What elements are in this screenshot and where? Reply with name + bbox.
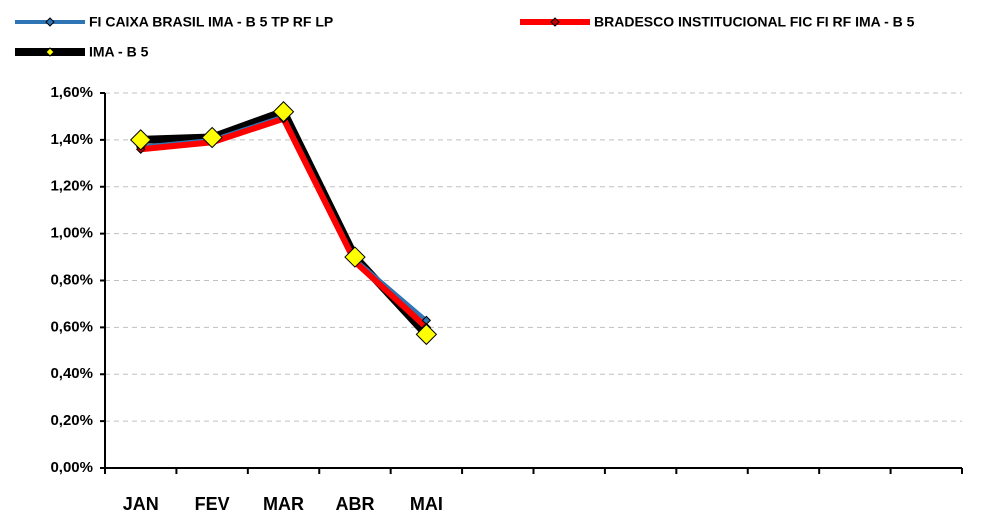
x-tick-label: JAN <box>123 494 159 514</box>
y-tick-label: 0,80% <box>50 271 93 288</box>
legend-label: FI CAIXA BRASIL IMA - B 5 TP RF LP <box>89 14 333 30</box>
x-tick-label: ABR <box>335 494 374 514</box>
y-tick-label: 0,60% <box>50 318 93 335</box>
y-tick-label: 0,40% <box>50 365 93 382</box>
y-tick-label: 1,20% <box>50 178 93 195</box>
data-point <box>415 323 438 346</box>
x-tick-label: MAR <box>263 494 304 514</box>
data-point <box>201 126 223 149</box>
x-tick-label: MAI <box>410 494 443 514</box>
y-tick-label: 1,40% <box>50 131 93 148</box>
legend-marker <box>45 17 55 27</box>
data-point <box>130 129 152 151</box>
y-tick-label: 0,20% <box>50 412 93 429</box>
y-tick-label: 1,60% <box>50 84 93 101</box>
series-line <box>140 115 429 330</box>
y-tick-label: 1,00% <box>50 225 93 242</box>
x-tick-label: FEV <box>195 494 230 514</box>
data-point <box>344 246 366 268</box>
y-tick-label: 0,00% <box>50 459 93 476</box>
legend-label: IMA - B 5 <box>89 44 149 60</box>
legend-marker <box>550 17 560 27</box>
legend-label: BRADESCO INSTITUCIONAL FIC FI RF IMA - B… <box>594 14 915 30</box>
data-point <box>272 101 295 123</box>
legend-marker <box>45 47 55 57</box>
